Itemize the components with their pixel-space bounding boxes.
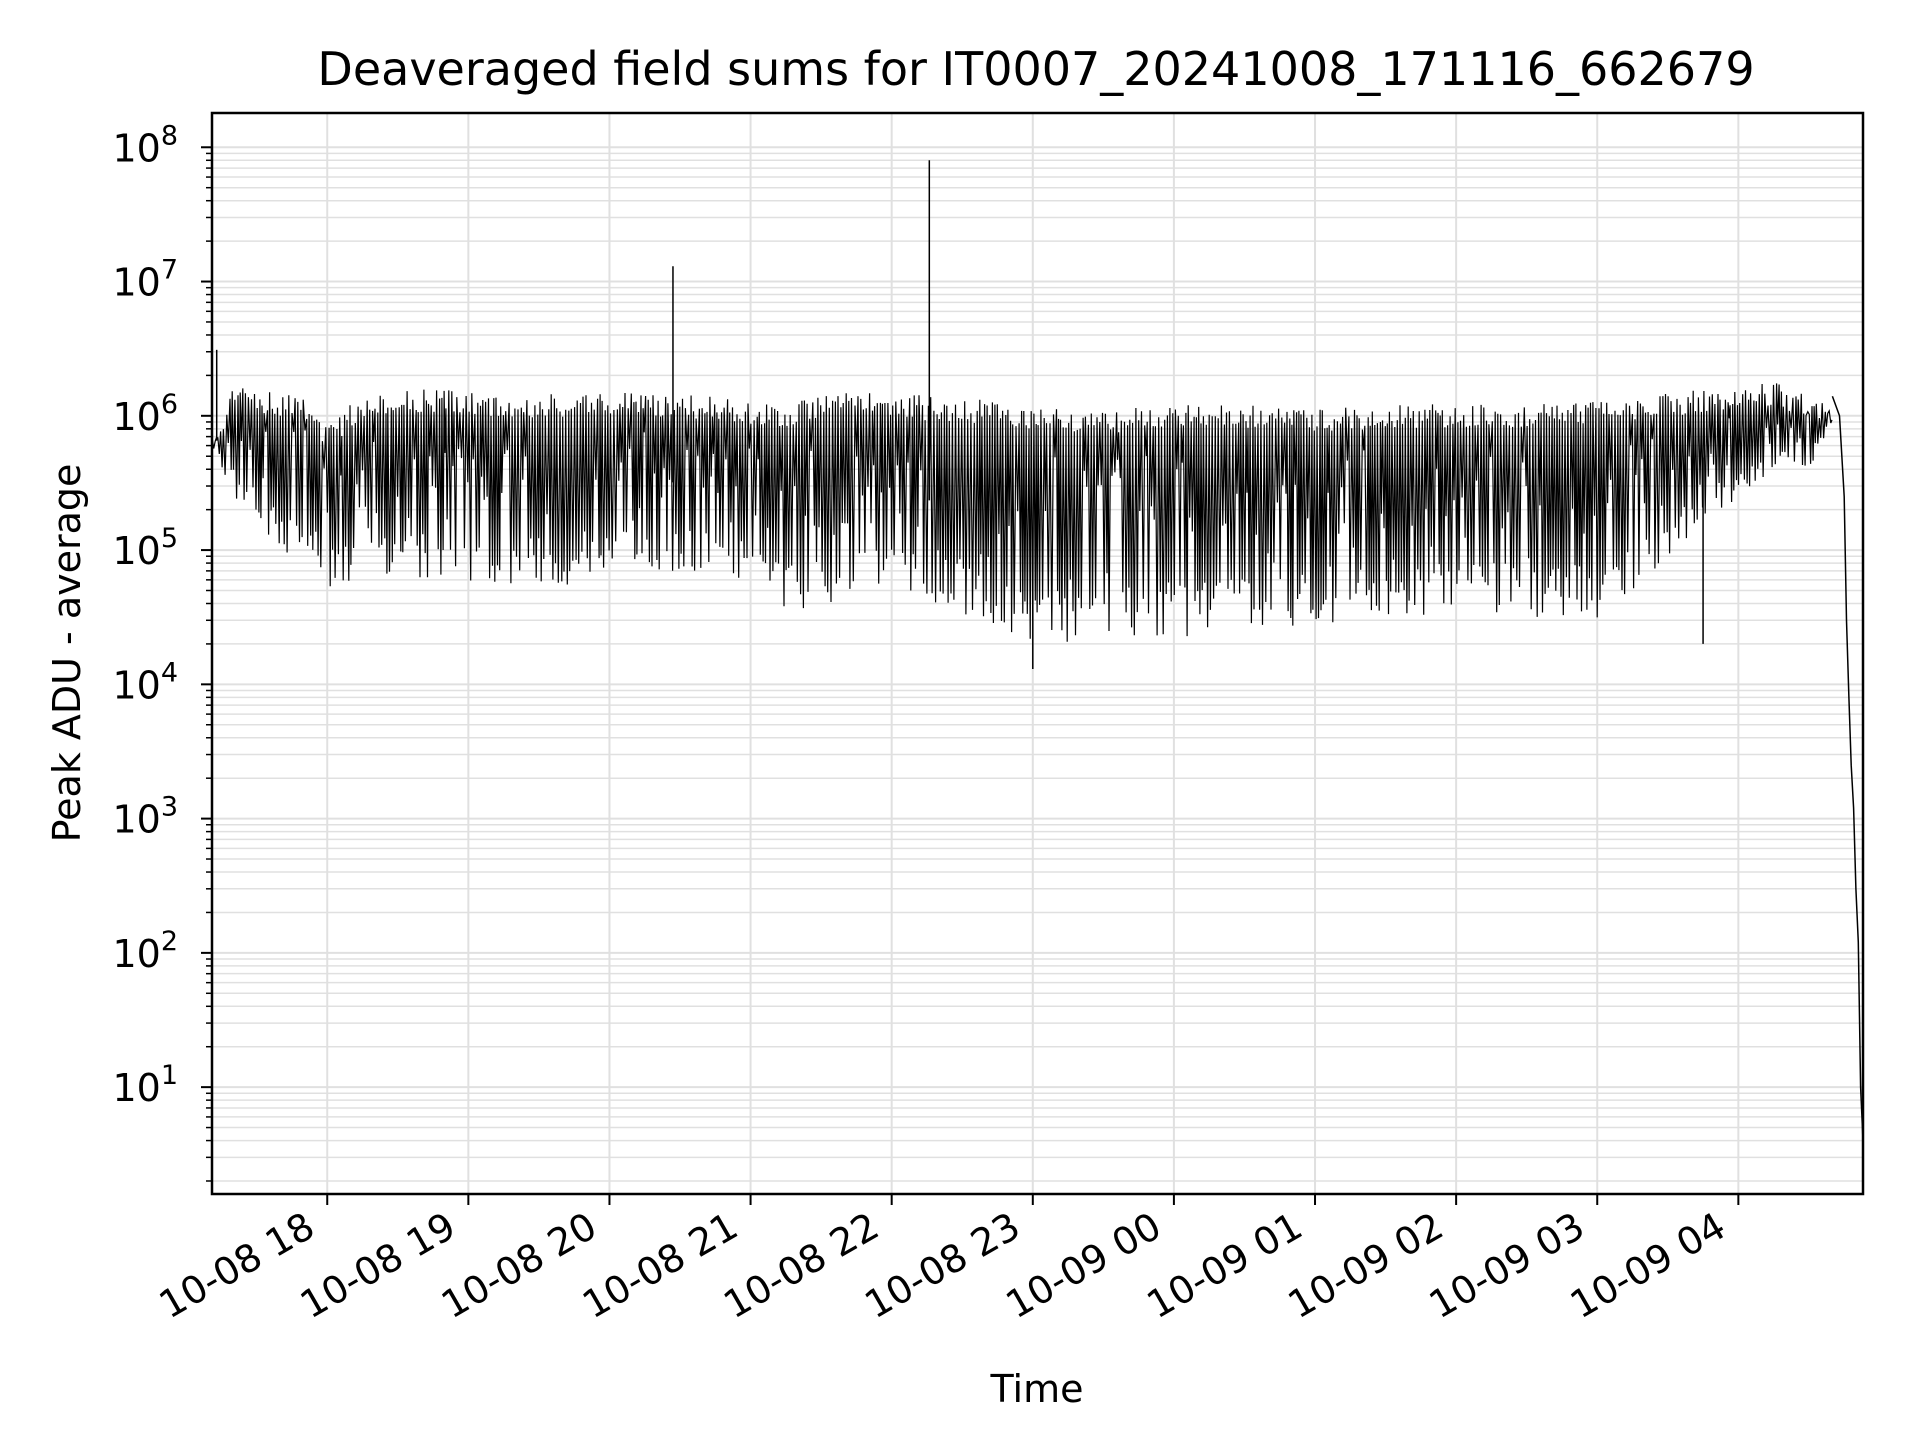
y-tick-label: 102 — [112, 926, 178, 976]
x-axis-label: Time — [990, 1367, 1084, 1411]
y-axis: 101 102 103 104 105 106 107 108 — [112, 120, 212, 1182]
y-tick-label: 104 — [112, 657, 178, 707]
y-axis-label: Peak ADU - average — [45, 464, 89, 843]
y-tick-label: 108 — [112, 120, 178, 170]
series-line-oscillation — [211, 383, 1833, 642]
series-line-final-drop — [1831, 395, 1864, 1141]
plot-area — [210, 111, 1865, 1196]
y-tick-label: 103 — [112, 792, 178, 842]
y-tick-label: 106 — [112, 389, 178, 439]
y-tick-label: 101 — [112, 1060, 178, 1110]
y-tick-label: 105 — [112, 523, 178, 573]
y-tick-label: 107 — [112, 255, 178, 305]
chart-title: Deaveraged field sums for IT0007_2024100… — [317, 42, 1754, 96]
data-series — [211, 160, 1864, 1141]
grid — [212, 113, 1863, 1194]
